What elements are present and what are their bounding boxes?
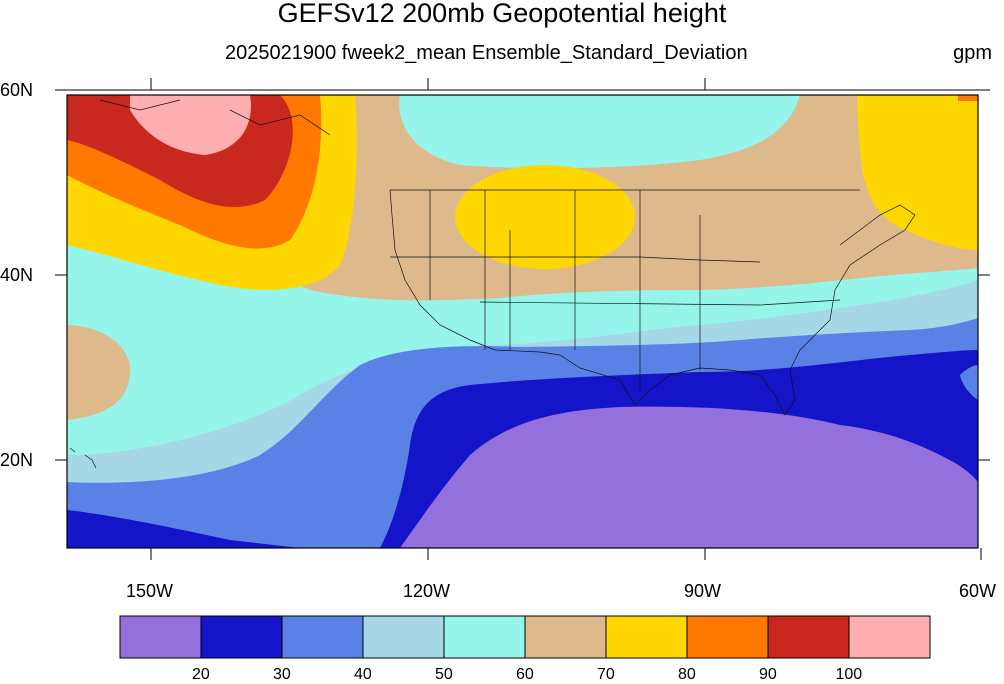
contour-below-20 — [400, 406, 978, 548]
colorbar-swatch — [605, 615, 688, 659]
chart-title: GEFSv12 200mb Geopotential height — [277, 0, 727, 28]
lat-tick-20n: 20N — [0, 450, 34, 470]
lat-tick-60n: 60N — [0, 80, 34, 100]
plot-frame — [66, 94, 979, 549]
lon-tick-90w: 90W — [684, 581, 722, 601]
colorbar-swatch — [767, 615, 850, 659]
colorbar-swatch — [686, 615, 769, 659]
contour-fill — [67, 95, 978, 548]
contour-20-30 — [67, 510, 300, 548]
colorbar — [119, 615, 931, 659]
colorbar-label: 100 — [835, 666, 863, 683]
lat-tick-40n: 40N — [0, 265, 34, 285]
axis-ticks — [55, 78, 990, 560]
contour-50-60-north — [399, 95, 800, 169]
colorbar-label: 30 — [273, 666, 291, 683]
chart-subtitle: 2025021900 fweek2_mean Ensemble_Standard… — [225, 42, 748, 64]
colorbar-swatch — [200, 615, 283, 659]
colorbar-swatch — [443, 615, 526, 659]
colorbar-swatch — [524, 615, 607, 659]
lon-tick-120w: 120W — [403, 581, 451, 601]
colorbar-label: 50 — [435, 666, 453, 683]
colorbar-label: 70 — [597, 666, 615, 683]
lon-tick-60w: 60W — [959, 581, 997, 601]
colorbar-swatch — [848, 615, 931, 659]
lon-tick-150w: 150W — [126, 581, 174, 601]
colorbar-swatch — [281, 615, 364, 659]
colorbar-label: 90 — [759, 666, 777, 683]
units-label: gpm — [953, 42, 992, 64]
boundaries — [69, 99, 916, 469]
colorbar-label: 60 — [516, 666, 534, 683]
contour-70-80-central — [455, 165, 635, 269]
colorbar-label: 40 — [354, 666, 372, 683]
colorbar-label: 20 — [192, 666, 210, 683]
colorbar-swatch — [362, 615, 445, 659]
contour-above-100 — [130, 95, 251, 155]
colorbar-label: 80 — [678, 666, 696, 683]
colorbar-swatch — [119, 615, 202, 659]
